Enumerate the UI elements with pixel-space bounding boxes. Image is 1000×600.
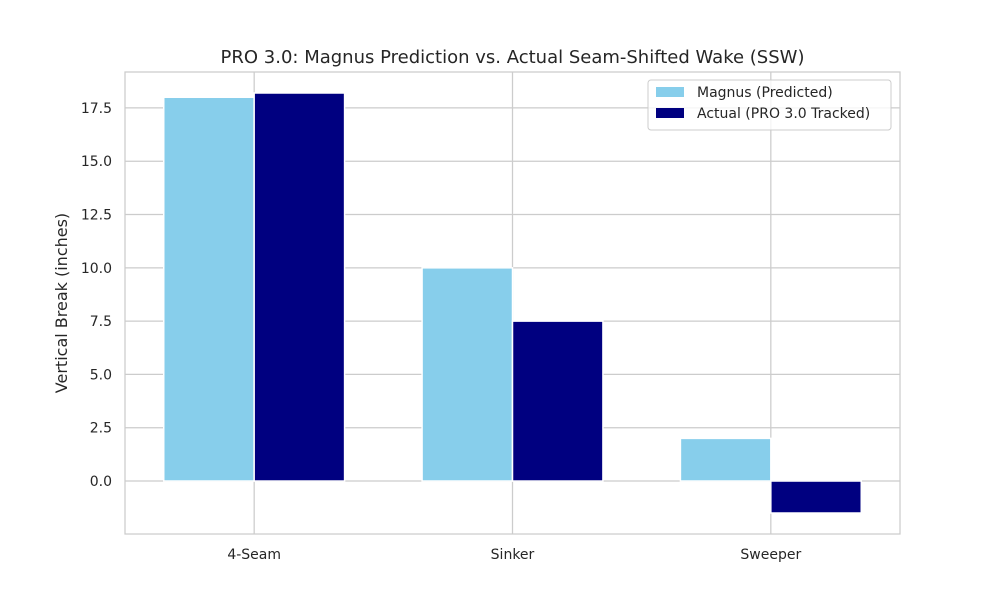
legend-swatch xyxy=(656,87,684,97)
y-tick-labels: 0.0 2.5 5.0 7.5 10.0 12.5 15.0 17.5 xyxy=(81,101,112,490)
y-tick-label: 10.0 xyxy=(81,261,112,277)
y-axis-label: Vertical Break (inches) xyxy=(52,213,71,393)
y-tick-label: 12.5 xyxy=(81,208,112,224)
bar-actual-sweeper xyxy=(770,480,862,514)
legend-entry: Magnus (Predicted) xyxy=(697,85,833,101)
x-tick-labels: 4-Seam Sinker Sweeper xyxy=(227,547,801,563)
legend-swatch xyxy=(656,108,684,118)
bar-predicted-4-seam xyxy=(163,96,255,482)
chart-title: PRO 3.0: Magnus Prediction vs. Actual Se… xyxy=(221,47,805,68)
bar-predicted-sweeper xyxy=(679,437,772,482)
legend-entry: Actual (PRO 3.0 Tracked) xyxy=(697,106,870,122)
y-tick-label: 17.5 xyxy=(81,101,112,117)
y-tick-label: 2.5 xyxy=(90,421,112,437)
x-tick-label: Sinker xyxy=(491,547,535,563)
y-tick-label: 0.0 xyxy=(90,474,112,490)
bar-predicted-sinker xyxy=(421,267,514,482)
y-tick-label: 7.5 xyxy=(90,314,112,330)
legend-box xyxy=(647,79,892,131)
x-tick-label: 4-Seam xyxy=(227,547,281,563)
bar-actual-sinker xyxy=(511,320,604,482)
y-tick-label: 15.0 xyxy=(81,154,112,170)
y-tick-label: 5.0 xyxy=(90,367,112,383)
bar-actual-4-seam xyxy=(253,92,346,482)
bars xyxy=(163,92,862,514)
plot-frame xyxy=(124,71,901,535)
x-tick-label: Sweeper xyxy=(740,547,801,563)
legend: Magnus (Predicted) Actual (PRO 3.0 Tracke… xyxy=(647,79,892,131)
